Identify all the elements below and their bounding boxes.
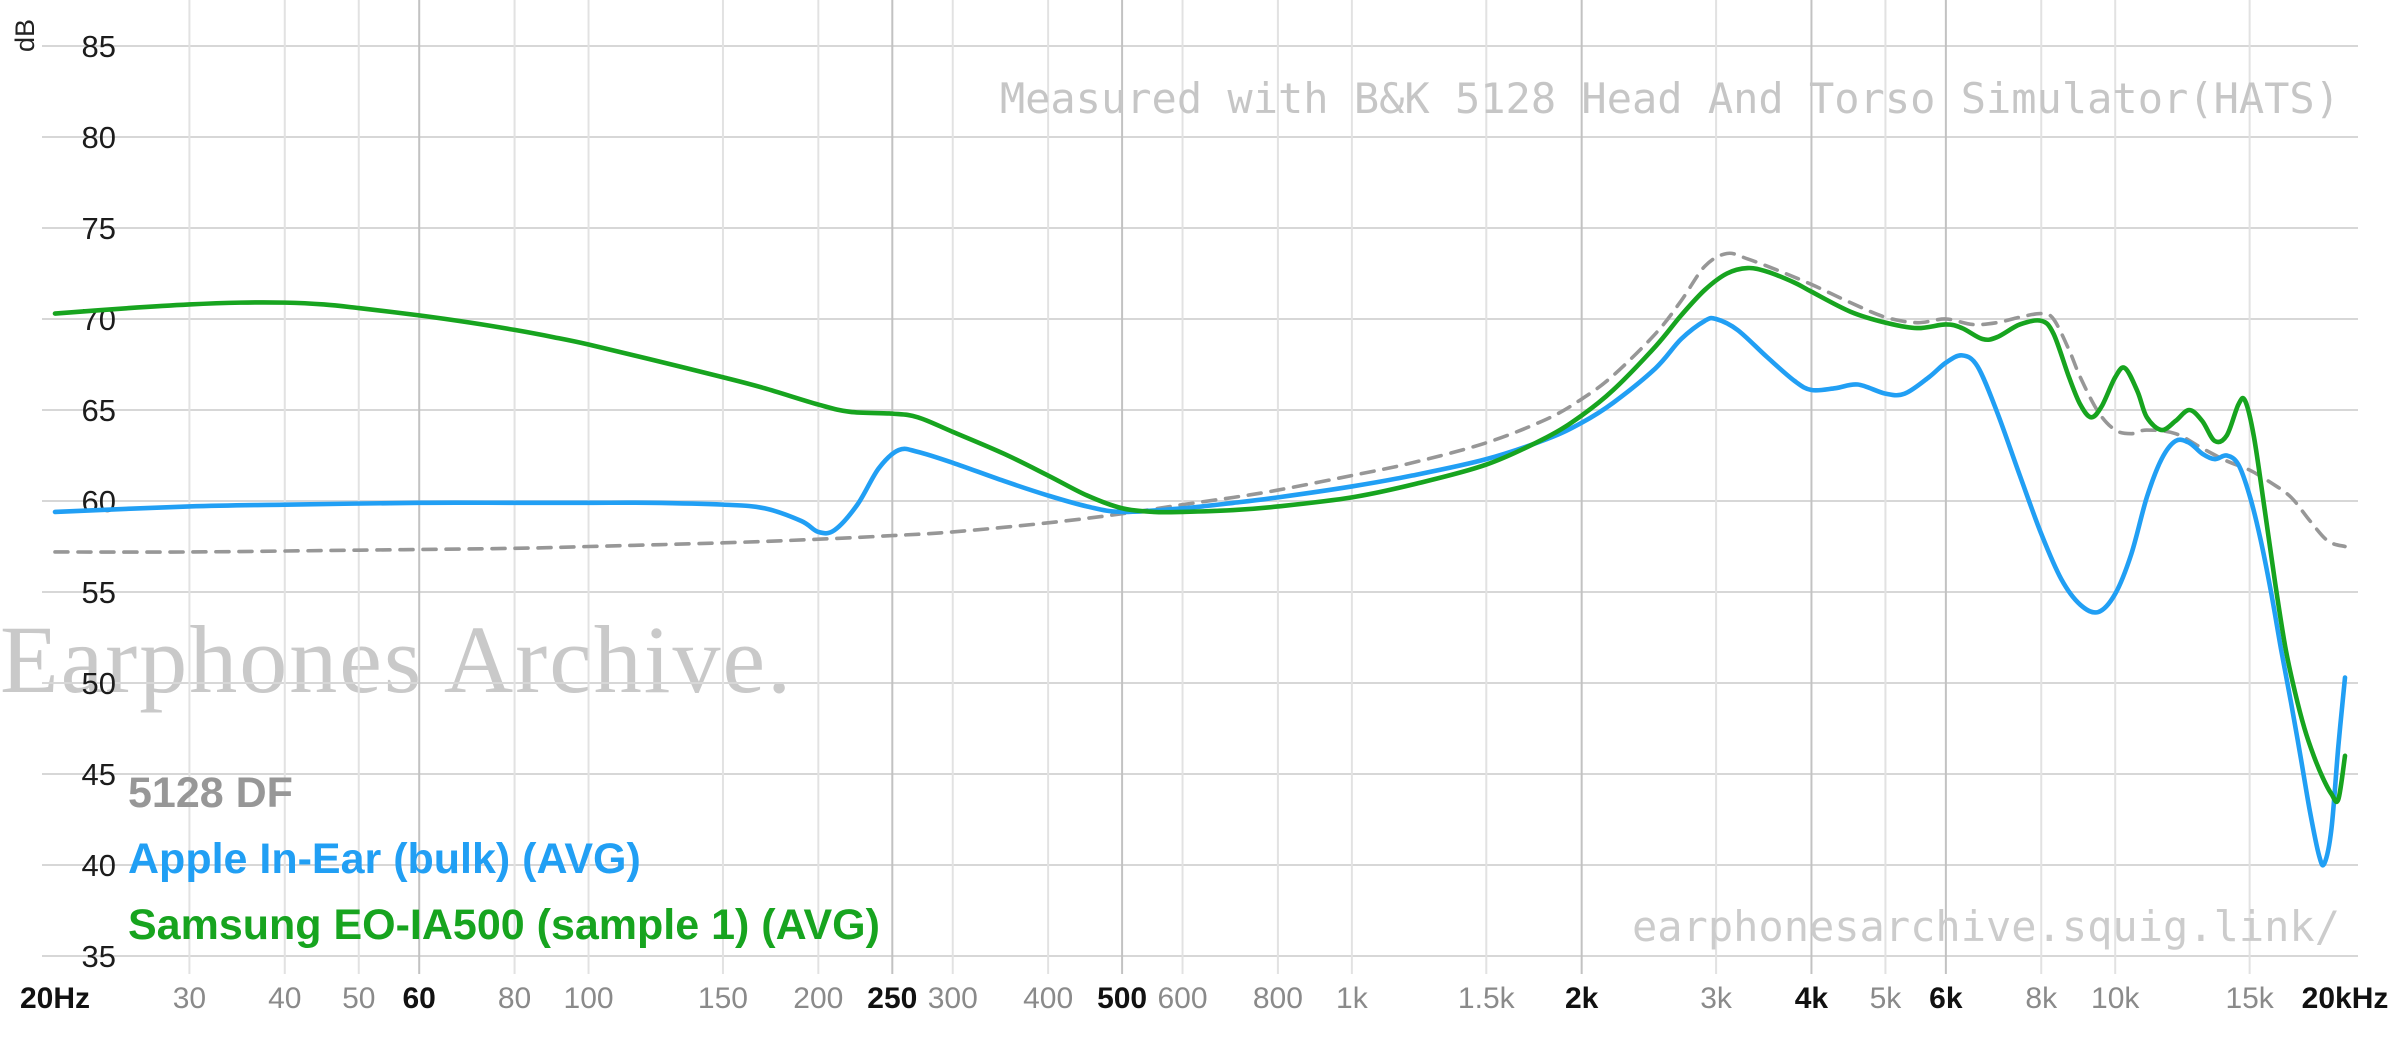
measurement-rig-note: Measured with B&K 5128 Head And Torso Si… — [999, 74, 2340, 123]
y-tick-label: 60 — [82, 484, 116, 519]
x-tick-label: 250 — [867, 982, 917, 1015]
curve-samsung-eo-ia500-sample-1-avg — [52, 265, 2348, 805]
legend-item-5128-df[interactable]: 5128 DF — [128, 769, 293, 817]
x-tick-label: 1.5k — [1458, 982, 1516, 1015]
x-tick-label: 8k — [2025, 982, 2058, 1015]
x-tick-label: 6k — [1929, 982, 1963, 1015]
y-axis-unit-label: dB — [10, 18, 40, 52]
curve-5128-df — [53, 251, 2347, 554]
x-tick-label: 150 — [698, 982, 748, 1015]
x-tick-label: 2k — [1565, 982, 1599, 1015]
y-tick-label: 80 — [82, 120, 116, 155]
y-tick-label: 35 — [82, 939, 116, 974]
x-tick-label: 40 — [268, 982, 301, 1015]
x-tick-label: 200 — [793, 982, 843, 1015]
x-tick-label: 600 — [1158, 982, 1208, 1015]
x-tick-label: 300 — [928, 982, 978, 1015]
x-tick-label: 4k — [1795, 982, 1829, 1015]
x-tick-label: 15k — [2225, 982, 2274, 1015]
y-tick-label: 85 — [82, 29, 116, 64]
curve-apple-in-ear-bulk-avg — [52, 315, 2348, 868]
x-tick-label: 60 — [403, 982, 436, 1015]
x-tick-label: 10k — [2091, 982, 2140, 1015]
y-tick-label: 65 — [82, 393, 116, 428]
legend-item-samsung-eo-ia500[interactable]: Samsung EO-IA500 (sample 1) (AVG) — [128, 901, 880, 949]
y-tick-label: 50 — [82, 666, 116, 701]
x-tick-label: 400 — [1023, 982, 1073, 1015]
legend: 5128 DF Apple In-Ear (bulk) (AVG) Samsun… — [128, 760, 880, 958]
watermark: Earphones Archive. — [0, 606, 794, 713]
legend-item-apple-in-ear[interactable]: Apple In-Ear (bulk) (AVG) — [128, 835, 641, 883]
x-tick-label: 500 — [1097, 982, 1147, 1015]
x-tick-label: 20kHz — [2302, 982, 2389, 1015]
x-tick-label: 5k — [1870, 982, 1903, 1015]
x-tick-label: 20Hz — [20, 982, 90, 1015]
x-tick-label: 800 — [1253, 982, 1303, 1015]
y-tick-label: 75 — [82, 211, 116, 246]
y-tick-label: 45 — [82, 757, 116, 792]
x-tick-label: 1k — [1336, 982, 1369, 1015]
x-tick-label: 30 — [173, 982, 206, 1015]
x-tick-label: 50 — [342, 982, 375, 1015]
x-tick-label: 100 — [564, 982, 614, 1015]
x-tick-label: 3k — [1700, 982, 1733, 1015]
y-tick-label: 55 — [82, 575, 116, 610]
site-url: earphonesarchive.squig.link/ — [1631, 902, 2340, 951]
y-tick-label: 40 — [82, 848, 116, 883]
x-tick-label: 80 — [498, 982, 531, 1015]
